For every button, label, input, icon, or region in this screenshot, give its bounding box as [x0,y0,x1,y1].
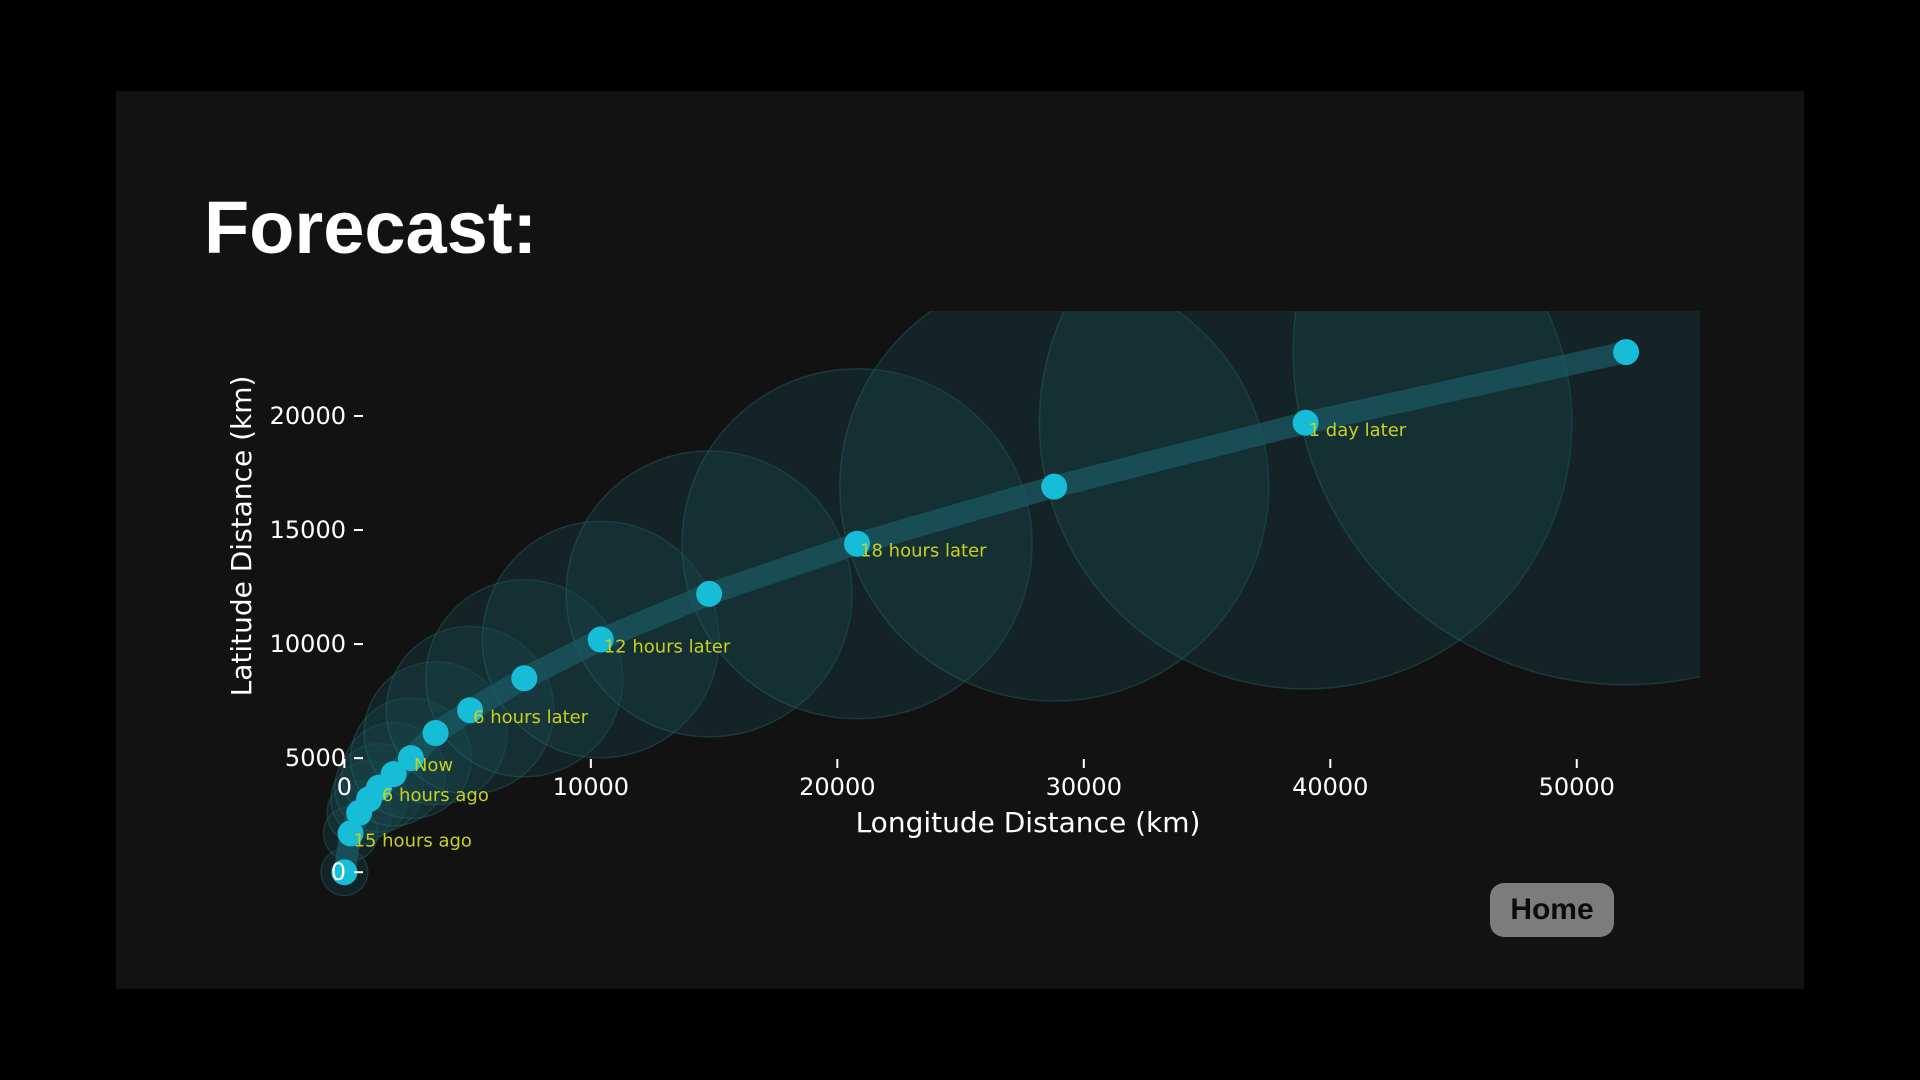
time-label-1: 15 hours ago [354,830,472,851]
x-axis-label: Longitude Distance (km) [856,806,1201,839]
y-axis-label: Latitude Distance (km) [225,376,258,697]
position-markers [331,339,1640,886]
track-point-10 [587,626,614,653]
x-tick-label-4: 40000 [1292,773,1368,801]
time-label-6: Now [414,755,453,776]
forecast-panel: Forecast: 15 hours ago 6 hours ago Now 6 ho… [116,91,1804,989]
x-tick-label-1: 10000 [553,773,629,801]
track-point-6 [397,745,424,772]
track-point-14 [1292,409,1319,436]
home-button[interactable]: Home [1490,883,1614,937]
track-point-1 [337,820,364,847]
x-tick-label-0: 0 [337,773,352,801]
page-title: Forecast: [204,186,538,269]
forecast-chart: 15 hours ago 6 hours ago Now 6 hours later 1… [225,311,1700,897]
time-annotations: 15 hours ago 6 hours ago Now 6 hours later 1… [354,420,1407,852]
track-point-12 [844,530,871,557]
track-point-5 [380,761,407,788]
y-tick-label-3: 15000 [270,516,346,544]
y-tick-label-1: 5000 [285,744,346,772]
y-tick-label-4: 20000 [270,402,346,430]
time-label-14: 1 day later [1309,420,1407,441]
track-point-13 [1041,473,1068,500]
time-label-4: 6 hours ago [382,785,489,806]
y-tick-label-2: 10000 [270,630,346,658]
x-tick-label-3: 30000 [1046,773,1122,801]
track-point-8 [457,697,484,724]
y-tick-label-0: 0 [331,858,346,886]
track-point-9 [511,665,538,692]
track-point-11 [696,580,723,607]
uncertainty-circle-14 [1038,311,1573,690]
time-label-12: 18 hours later [860,541,987,562]
time-label-8: 6 hours later [473,707,589,728]
track-point-0 [331,859,358,886]
track-point-15 [1613,339,1640,366]
x-tick-label-5: 50000 [1539,773,1615,801]
time-label-10: 12 hours later [604,637,731,658]
x-tick-label-2: 20000 [799,773,875,801]
uncertainty-circle-13 [839,311,1270,702]
track-point-7 [422,720,449,747]
